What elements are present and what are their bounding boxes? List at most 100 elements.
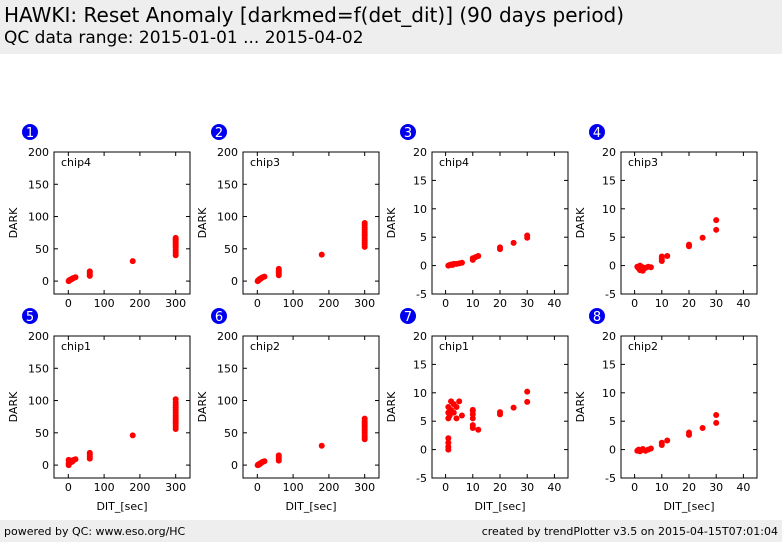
x-tick-label: 0 <box>65 297 72 310</box>
data-point <box>658 439 665 446</box>
data-point <box>172 234 179 241</box>
x-tick-label: 20 <box>493 297 507 310</box>
x-tick-label: 0 <box>254 297 261 310</box>
plot-frame <box>53 151 191 295</box>
data-point <box>456 398 463 405</box>
y-tick-label: 50 <box>35 427 49 440</box>
plot-frame <box>242 151 380 295</box>
data-point <box>524 232 531 239</box>
panel-number-badge <box>22 124 38 140</box>
y-tick-label: 150 <box>28 178 49 191</box>
header-bar: HAWKI: Reset Anomaly [darkmed=f(det_dit)… <box>0 0 782 54</box>
chip-label: chip2 <box>250 340 280 353</box>
scatter-panel-3: 0 10 20 30 40 -5 0 5 10 15 20 DARK chip4 3 <box>385 124 569 310</box>
y-tick-label: 0 <box>42 459 49 472</box>
y-tick-label: 5 <box>609 231 616 244</box>
plot-frame <box>431 335 569 479</box>
y-tick-label: 50 <box>224 427 238 440</box>
chip-label: chip4 <box>439 156 469 169</box>
data-point <box>713 226 720 233</box>
x-tick-label: 0 <box>254 481 261 494</box>
y-tick-label: -5 <box>605 472 616 485</box>
data-point <box>686 241 692 248</box>
x-tick-label: 40 <box>736 481 750 494</box>
data-point <box>450 409 457 416</box>
data-point <box>475 252 482 259</box>
x-axis-label: DIT_[sec] <box>285 500 336 513</box>
y-tick-label: -5 <box>416 288 427 301</box>
data-point <box>524 398 531 405</box>
panel-number-badge <box>589 124 605 140</box>
x-tick-label: 40 <box>547 297 561 310</box>
y-tick-label: 0 <box>420 444 427 457</box>
data-point <box>713 217 720 224</box>
x-tick-label: 10 <box>466 481 480 494</box>
data-point <box>658 253 665 260</box>
y-tick-label: 200 <box>28 330 49 343</box>
x-tick-label: 100 <box>283 297 304 310</box>
x-axis-label: DIT_[sec] <box>474 500 525 513</box>
data-point <box>524 388 531 395</box>
data-point <box>699 234 706 241</box>
y-axis-label: DARK <box>574 207 587 238</box>
chip-label: chip4 <box>61 156 91 169</box>
data-point <box>510 404 517 411</box>
y-tick-label: 15 <box>602 358 616 371</box>
page-title: HAWKI: Reset Anomaly [darkmed=f(det_dit)… <box>4 3 625 27</box>
x-tick-label: 300 <box>165 481 186 494</box>
data-point <box>86 268 93 275</box>
plot-frame <box>242 335 380 479</box>
x-tick-label: 200 <box>318 297 339 310</box>
x-tick-label: 300 <box>354 297 375 310</box>
y-tick-label: 100 <box>28 211 49 224</box>
y-tick-label: 50 <box>224 243 238 256</box>
x-tick-label: 0 <box>631 297 638 310</box>
y-tick-label: 10 <box>413 387 427 400</box>
y-tick-label: 5 <box>420 231 427 244</box>
data-point <box>129 258 136 265</box>
y-tick-label: 20 <box>413 146 427 159</box>
data-point <box>261 458 268 465</box>
y-tick-label: 20 <box>602 146 616 159</box>
scatter-panel-2: 0 100 200 300 0 50 100 150 200 DARK chip3 2 <box>196 124 380 310</box>
panel-number-badge <box>211 308 227 324</box>
panel-number: 1 <box>26 126 34 141</box>
x-tick-label: 30 <box>709 297 723 310</box>
data-point <box>453 404 460 410</box>
y-axis-label: DARK <box>385 207 398 238</box>
x-tick-label: 0 <box>442 481 449 494</box>
y-axis-label: DARK <box>7 207 20 238</box>
data-point <box>475 426 482 433</box>
scatter-panel-7: 0 10 20 30 40 -5 0 5 10 15 20 DARK DIT_[sec] chip1 7 <box>385 308 569 513</box>
page-subtitle: QC data range: 2015-01-01 ... 2015-04-02 <box>4 28 364 48</box>
scatter-panel-1: 0 100 200 300 0 50 100 150 200 DARK chip4 1 <box>7 124 191 310</box>
data-point <box>469 425 476 432</box>
y-tick-label: 200 <box>217 146 238 159</box>
y-tick-label: 200 <box>217 330 238 343</box>
x-tick-label: 300 <box>165 297 186 310</box>
panel-number-badge <box>22 308 38 324</box>
y-tick-label: 0 <box>420 260 427 273</box>
x-tick-label: 30 <box>520 481 534 494</box>
data-point <box>445 439 452 446</box>
data-point <box>318 251 325 258</box>
x-tick-label: 40 <box>547 481 561 494</box>
y-tick-label: -5 <box>416 472 427 485</box>
data-point <box>497 409 503 416</box>
x-tick-label: 20 <box>682 297 696 310</box>
data-point <box>72 456 79 463</box>
y-tick-label: 5 <box>609 415 616 428</box>
data-point <box>647 264 654 271</box>
panel-number: 2 <box>215 126 223 141</box>
x-tick-label: 40 <box>736 297 750 310</box>
plot-frame <box>620 335 758 479</box>
y-tick-label: 15 <box>413 358 427 371</box>
x-tick-label: 100 <box>283 481 304 494</box>
x-tick-label: 200 <box>129 297 150 310</box>
data-point <box>664 437 671 444</box>
data-point <box>86 449 93 456</box>
y-axis-label: DARK <box>574 391 587 422</box>
data-point <box>469 407 476 414</box>
y-tick-label: 20 <box>602 330 616 343</box>
